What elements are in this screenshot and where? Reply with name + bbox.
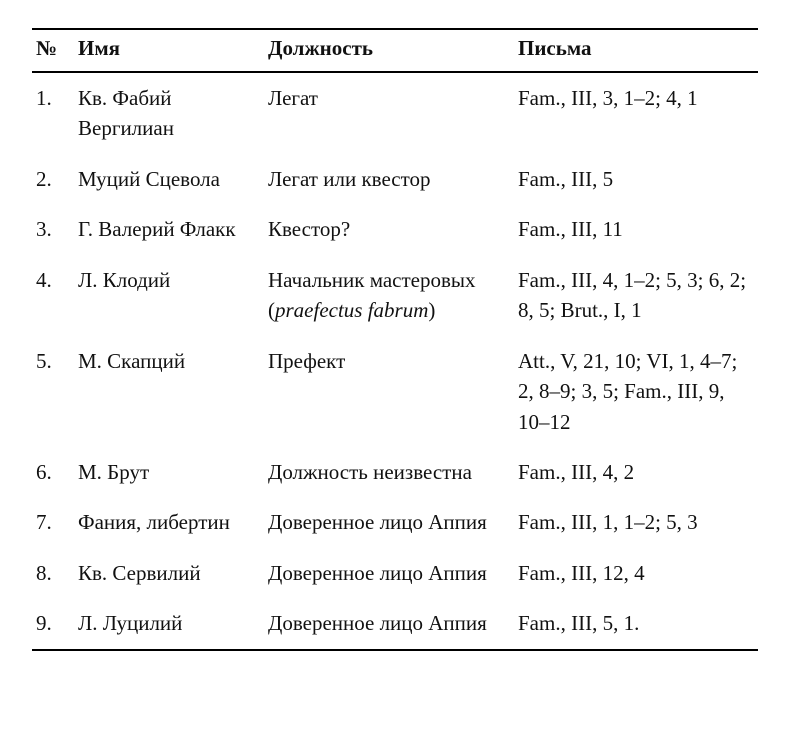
- header-position: Должность: [264, 29, 514, 72]
- header-num: №: [32, 29, 74, 72]
- table-row: 9. Л. Луцилий Доверенное лицо Аппия Fam.…: [32, 598, 758, 649]
- cell-name: М. Брут: [74, 447, 264, 497]
- table-row: 1. Кв. Фабий Вергилиан Легат Fam., III, …: [32, 72, 758, 154]
- table-header-row: № Имя Должность Письма: [32, 29, 758, 72]
- cell-num: 3.: [32, 204, 74, 254]
- cell-num: 9.: [32, 598, 74, 649]
- table-row: 7. Фания, либертин Доверенное лицо Аппия…: [32, 497, 758, 547]
- cell-name: Фания, либертин: [74, 497, 264, 547]
- people-table: № Имя Должность Письма 1. Кв. Фабий Верг…: [32, 28, 758, 651]
- cell-letters: Att., V, 21, 10; VI, 1, 4–7; 2, 8–9; 3, …: [514, 336, 758, 447]
- cell-num: 8.: [32, 548, 74, 598]
- position-italic: praefectus fabrum: [275, 298, 428, 322]
- cell-position: Начальник мастеровых (praefectus fabrum): [264, 255, 514, 336]
- cell-position: Легат: [264, 72, 514, 154]
- header-name: Имя: [74, 29, 264, 72]
- cell-num: 4.: [32, 255, 74, 336]
- cell-position: Доверенное лицо Аппия: [264, 548, 514, 598]
- cell-position: Префект: [264, 336, 514, 447]
- position-text: ): [428, 298, 435, 322]
- cell-letters: Fam., III, 1, 1–2; 5, 3: [514, 497, 758, 547]
- table-row: 5. М. Скапций Префект Att., V, 21, 10; V…: [32, 336, 758, 447]
- cell-name: Кв. Фабий Вергилиан: [74, 72, 264, 154]
- table-row: 2. Муций Сцевола Легат или квестор Fam.,…: [32, 154, 758, 204]
- cell-name: Л. Луцилий: [74, 598, 264, 649]
- cell-num: 5.: [32, 336, 74, 447]
- cell-name: Кв. Сервилий: [74, 548, 264, 598]
- cell-num: 7.: [32, 497, 74, 547]
- header-letters: Письма: [514, 29, 758, 72]
- cell-name: Л. Клодий: [74, 255, 264, 336]
- cell-letters: Fam., III, 12, 4: [514, 548, 758, 598]
- table-row: 4. Л. Клодий Начальник мастеровых (praef…: [32, 255, 758, 336]
- cell-letters: Fam., III, 11: [514, 204, 758, 254]
- cell-num: 1.: [32, 72, 74, 154]
- cell-name: М. Скапций: [74, 336, 264, 447]
- cell-letters: Fam., III, 3, 1–2; 4, 1: [514, 72, 758, 154]
- cell-position: Доверенное лицо Аппия: [264, 598, 514, 649]
- cell-letters: Fam., III, 5, 1.: [514, 598, 758, 649]
- table-row: 6. М. Брут Должность неизвестна Fam., II…: [32, 447, 758, 497]
- cell-position: Доверенное лицо Аппия: [264, 497, 514, 547]
- table-row: 3. Г. Валерий Флакк Квестор? Fam., III, …: [32, 204, 758, 254]
- cell-letters: Fam., III, 5: [514, 154, 758, 204]
- cell-num: 6.: [32, 447, 74, 497]
- table-row: 8. Кв. Сервилий Доверенное лицо Аппия Fa…: [32, 548, 758, 598]
- cell-position: Должность неизвестна: [264, 447, 514, 497]
- cell-position: Квестор?: [264, 204, 514, 254]
- cell-position: Легат или квестор: [264, 154, 514, 204]
- cell-letters: Fam., III, 4, 1–2; 5, 3; 6, 2; 8, 5; Bru…: [514, 255, 758, 336]
- cell-name: Г. Валерий Флакк: [74, 204, 264, 254]
- cell-letters: Fam., III, 4, 2: [514, 447, 758, 497]
- cell-name: Муций Сцевола: [74, 154, 264, 204]
- cell-num: 2.: [32, 154, 74, 204]
